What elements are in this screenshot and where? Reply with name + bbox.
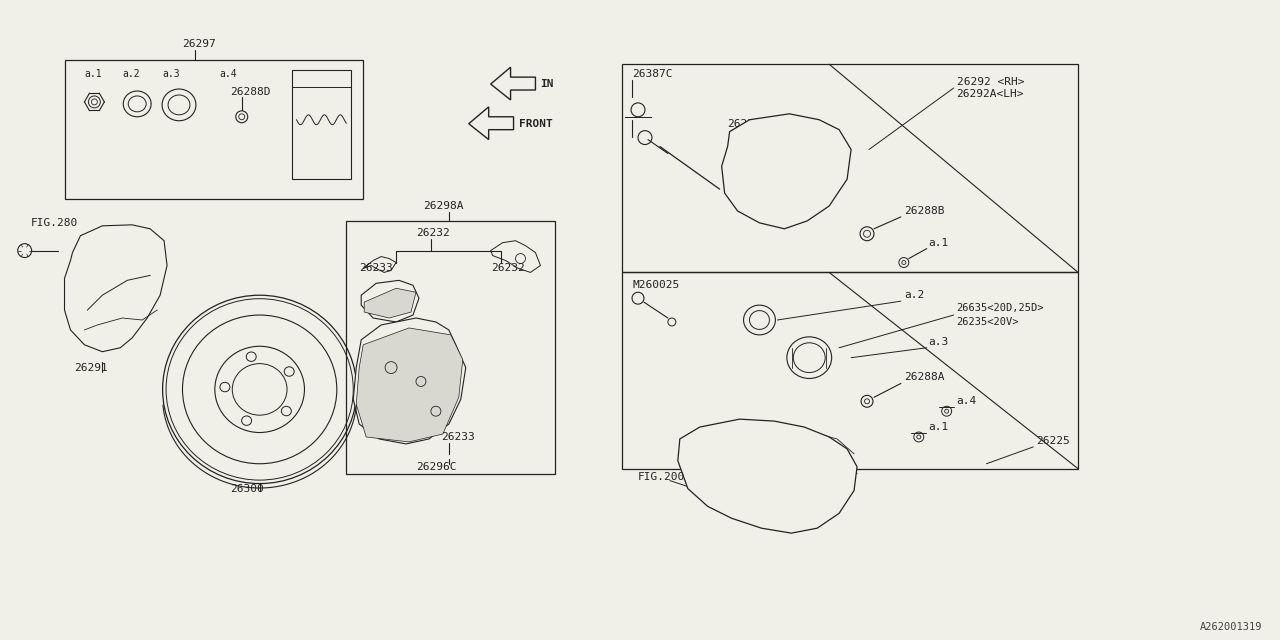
Text: 26241: 26241 [799, 161, 833, 172]
Bar [622, 64, 1078, 273]
Text: IN: IN [540, 79, 554, 89]
Polygon shape [678, 419, 858, 533]
Text: 26292 <RH>: 26292 <RH> [956, 77, 1024, 87]
Text: 26235<20V>: 26235<20V> [956, 317, 1019, 327]
Text: a.4: a.4 [956, 396, 977, 406]
Bar [64, 60, 364, 199]
Polygon shape [361, 280, 419, 322]
Polygon shape [365, 288, 416, 318]
Text: 26387C: 26387C [632, 69, 672, 79]
Text: a.2: a.2 [904, 290, 924, 300]
Bar [622, 273, 1078, 468]
Text: 26288A: 26288A [904, 372, 945, 383]
Text: 26298A: 26298A [422, 201, 463, 211]
Text: a.1: a.1 [929, 422, 948, 432]
Text: 26292A<LH>: 26292A<LH> [956, 89, 1024, 99]
Polygon shape [353, 318, 466, 444]
Text: M260025: M260025 [632, 280, 680, 291]
Text: 26288D: 26288D [230, 87, 270, 97]
Text: 26288B: 26288B [904, 206, 945, 216]
Text: 26233: 26233 [440, 432, 475, 442]
Polygon shape [356, 328, 463, 442]
Polygon shape [490, 241, 540, 273]
Text: 26225: 26225 [1037, 436, 1070, 446]
Text: A262001319: A262001319 [1199, 622, 1262, 632]
Polygon shape [64, 225, 168, 352]
Text: 26232: 26232 [416, 228, 449, 238]
Text: 26233: 26233 [360, 264, 393, 273]
Bar [292, 70, 351, 179]
Text: 26296C: 26296C [416, 461, 457, 472]
Text: a.4: a.4 [220, 69, 238, 79]
Text: a.3: a.3 [163, 69, 179, 79]
Polygon shape [722, 114, 851, 228]
Text: 26232: 26232 [490, 264, 525, 273]
Text: 26238: 26238 [727, 118, 762, 129]
Text: 26300: 26300 [230, 484, 264, 493]
Text: FIG.280: FIG.280 [31, 218, 78, 228]
Text: 26297: 26297 [182, 40, 216, 49]
Text: a.1: a.1 [84, 69, 102, 79]
Text: 26291: 26291 [74, 363, 109, 372]
Text: a.2: a.2 [123, 69, 140, 79]
Polygon shape [364, 257, 396, 273]
Text: FRONT: FRONT [518, 118, 552, 129]
Text: 26635<20D,25D>: 26635<20D,25D> [956, 303, 1044, 313]
Bar [347, 221, 556, 474]
Text: FIG.200: FIG.200 [637, 472, 685, 482]
Text: a.1: a.1 [929, 237, 948, 248]
Text: a.3: a.3 [929, 337, 948, 347]
